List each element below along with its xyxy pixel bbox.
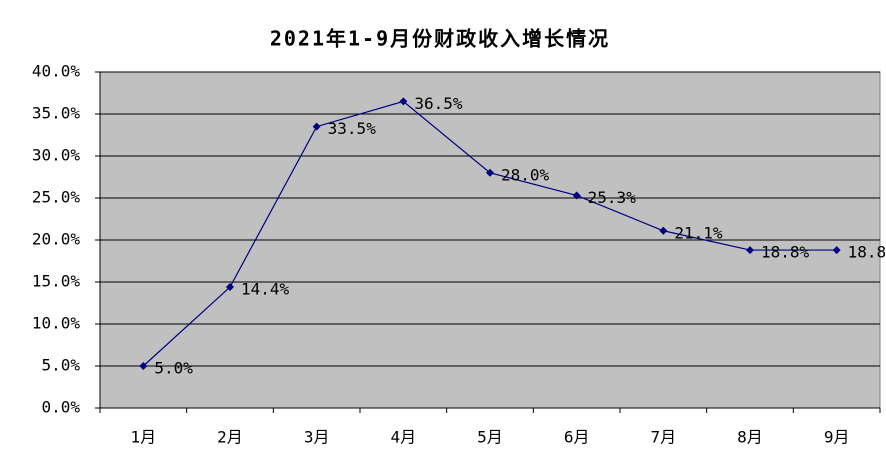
marker [832, 246, 841, 255]
data-label: 18.8% [848, 243, 886, 262]
data-label: 18.8% [761, 243, 810, 262]
y-tick-label: 15.0% [32, 272, 81, 291]
marker [572, 191, 581, 200]
x-tick-label: 8月 [737, 428, 763, 447]
marker [399, 97, 408, 106]
chart-title: 2021年1-9月份财政收入增长情况 [270, 27, 610, 51]
marker [486, 168, 494, 177]
x-tick-label: 2月 [217, 428, 243, 447]
y-tick-label: 0.0% [41, 398, 80, 417]
x-tick-label: 5月 [477, 428, 503, 447]
x-tick-label: 9月 [824, 428, 850, 447]
marker [139, 362, 148, 370]
data-label: 21.1% [674, 223, 723, 242]
data-label: 28.0% [501, 165, 550, 184]
x-tick-label: 6月 [564, 428, 590, 447]
y-tick-label: 35.0% [32, 104, 81, 123]
y-tick-label: 20.0% [32, 230, 81, 249]
y-tick-label: 30.0% [32, 146, 81, 165]
y-tick-label: 5.0% [41, 356, 80, 375]
x-tick-label: 3月 [304, 428, 330, 447]
x-tick-label: 1月 [131, 428, 157, 447]
y-tick-label: 40.0% [32, 62, 81, 81]
y-tick-label: 25.0% [32, 188, 81, 207]
marker [746, 246, 754, 255]
x-tick-label: 4月 [391, 428, 417, 447]
data-label: 33.5% [328, 119, 377, 138]
data-label: 14.4% [241, 280, 290, 299]
x-tick-label: 7月 [651, 428, 677, 447]
y-tick-label: 10.0% [32, 314, 81, 333]
marker [226, 283, 234, 292]
data-label: 25.3% [588, 188, 637, 207]
marker [312, 122, 321, 131]
marker [659, 226, 668, 235]
data-label: 5.0% [154, 359, 193, 378]
data-label: 36.5% [414, 94, 463, 113]
